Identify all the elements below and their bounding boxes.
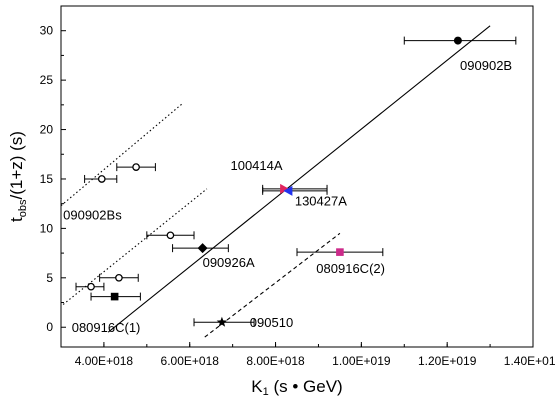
x-axis-ticks: 4.00E+018 6.00E+018 8.00E+018 1.00E+019 1.20… xyxy=(60,342,555,368)
y-tick-label: 20 xyxy=(40,123,54,137)
data-point xyxy=(166,231,175,240)
x-tick-label: 8.00E+018 xyxy=(246,354,305,368)
x-tick-label: 1.40E+019 xyxy=(504,354,555,368)
y-tick-label: 25 xyxy=(40,73,54,87)
data-point xyxy=(110,292,119,301)
fit-lines xyxy=(60,25,491,338)
data-point xyxy=(197,243,208,254)
data-point xyxy=(336,248,344,256)
x-tick-label: 1.00E+019 xyxy=(332,354,391,368)
x-axis-title: K1 (s • GeV) xyxy=(251,377,342,398)
data-point xyxy=(283,185,293,196)
y-axis-title-rest: /(1+z) (s) xyxy=(7,131,26,199)
point-label: 090510 xyxy=(250,315,293,330)
data-point xyxy=(453,36,462,45)
point-label: 090902B xyxy=(460,58,512,73)
point-label: 130427A xyxy=(295,194,347,209)
y-axis-title-main: t xyxy=(7,217,26,222)
data-point xyxy=(97,175,106,183)
x-tick-label: 6.00E+018 xyxy=(161,354,220,368)
y-tick-label: 5 xyxy=(46,271,53,285)
y-axis-title-sub: obs xyxy=(17,199,29,217)
point-label: 080916C(1) xyxy=(72,320,141,335)
data-point xyxy=(132,163,140,171)
dotted-fit-line xyxy=(62,188,208,305)
x-axis-title-main: K xyxy=(251,377,263,396)
point-label: 080916C(2) xyxy=(316,261,385,276)
plot-frame xyxy=(60,5,534,348)
data-point xyxy=(280,183,290,194)
y-tick-label: 0 xyxy=(46,320,53,334)
y-tick-label: 15 xyxy=(40,172,54,186)
point-labels: 090902B 100414A 130427A 090902Bs 090926A 0809… xyxy=(63,58,512,335)
x-tick-label: 1.20E+019 xyxy=(418,354,477,368)
data-point xyxy=(216,316,228,327)
point-label: 090902Bs xyxy=(63,207,122,222)
x-tick-label: 4.00E+018 xyxy=(75,354,134,368)
y-tick-label: 10 xyxy=(40,221,54,235)
x-axis-title-rest: (s • GeV) xyxy=(269,377,343,396)
y-axis-ticks: 0 5 10 15 20 25 30 xyxy=(40,24,66,334)
data-points xyxy=(87,36,462,327)
y-tick-label: 30 xyxy=(40,24,54,38)
solid-fit-line xyxy=(107,25,491,333)
dotted-fit-line xyxy=(60,102,184,207)
point-label: 090926A xyxy=(203,255,255,270)
point-label: 100414A xyxy=(230,158,282,173)
data-point xyxy=(87,282,95,291)
x-axis-title-sub: 1 xyxy=(263,386,269,398)
y-axis-title: tobs/(1+z) (s) xyxy=(7,131,29,222)
data-point xyxy=(115,273,123,282)
dashed-fit-line xyxy=(204,232,341,338)
